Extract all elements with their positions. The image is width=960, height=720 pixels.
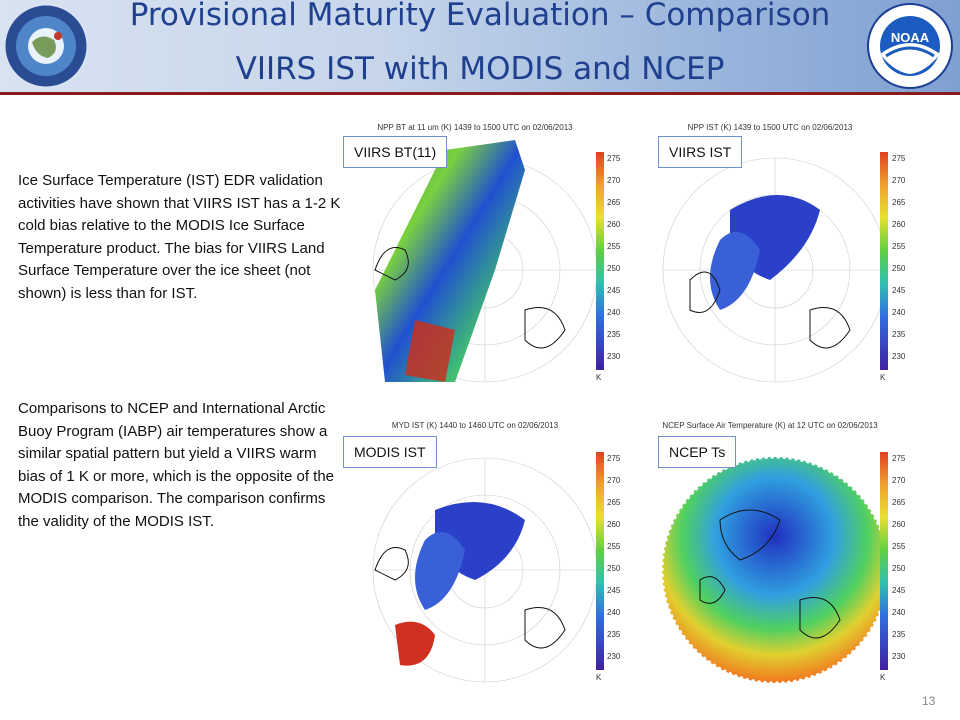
colorbar [880, 152, 888, 370]
svg-text:250: 250 [607, 564, 621, 573]
svg-text:265: 265 [607, 198, 621, 207]
svg-text:230: 230 [607, 652, 621, 661]
svg-text:270: 270 [892, 476, 906, 485]
svg-text:K: K [880, 373, 886, 382]
panel-label-ncep-ts: NCEP Ts [658, 436, 737, 468]
svg-text:275: 275 [892, 154, 906, 163]
svg-text:K: K [880, 673, 886, 682]
slide-header: Provisional Maturity Evaluation – Compar… [0, 0, 960, 92]
panel-caption: MYD IST (K) 1440 to 1460 UTC on 02/06/20… [392, 421, 559, 430]
svg-text:255: 255 [607, 542, 621, 551]
svg-text:260: 260 [892, 520, 906, 529]
colorbar-ticks: 275 270 265 260 255 250 245 240 235 230 … [596, 154, 621, 382]
colorbar [880, 452, 888, 670]
svg-text:NOAA: NOAA [891, 30, 930, 45]
svg-text:245: 245 [892, 586, 906, 595]
star-center-logo-icon [2, 2, 90, 90]
colorbar-ticks: 275 270 265 260 255 250 245 240 235 230 … [880, 454, 906, 682]
noaa-logo-icon: NOAA [867, 3, 953, 89]
svg-text:265: 265 [607, 498, 621, 507]
map-panel-modis-ist: MYD IST (K) 1440 to 1460 UTC on 02/06/20… [343, 420, 623, 686]
svg-text:270: 270 [892, 176, 906, 185]
svg-text:250: 250 [892, 264, 906, 273]
panel-label-viirs-ist: VIIRS IST [658, 136, 743, 168]
svg-text:235: 235 [892, 630, 906, 639]
colorbar-ticks: 275 270 265 260 255 250 245 240 235 230 … [596, 454, 621, 682]
svg-text:245: 245 [607, 286, 621, 295]
slide-title-line-1: Provisional Maturity Evaluation – Compar… [129, 0, 831, 33]
body-paragraph-2: Comparisons to NCEP and International Ar… [18, 400, 335, 530]
svg-text:255: 255 [892, 542, 906, 551]
colorbar [596, 152, 604, 370]
svg-text:K: K [596, 373, 602, 382]
svg-text:245: 245 [607, 586, 621, 595]
star-center-logo [2, 2, 90, 90]
header-divider [0, 92, 960, 95]
svg-text:K: K [596, 673, 602, 682]
svg-text:240: 240 [892, 608, 906, 617]
svg-text:275: 275 [892, 454, 906, 463]
svg-text:230: 230 [892, 652, 906, 661]
svg-text:230: 230 [892, 352, 906, 361]
svg-text:240: 240 [607, 308, 621, 317]
panel-caption: NPP IST (K) 1439 to 1500 UTC on 02/06/20… [688, 123, 853, 132]
svg-text:230: 230 [607, 352, 621, 361]
svg-text:260: 260 [607, 520, 621, 529]
ncep-field [662, 457, 888, 683]
map-panel-viirs-ist: NPP IST (K) 1439 to 1500 UTC on 02/06/20… [658, 120, 938, 386]
map-panel-viirs-bt: NPP BT at 11 um (K) 1439 to 1500 UTC on … [343, 120, 623, 386]
svg-text:240: 240 [892, 308, 906, 317]
colorbar [596, 452, 604, 670]
colorbar-ticks: 275 270 265 260 255 250 245 240 235 230 … [880, 154, 906, 382]
svg-text:255: 255 [607, 242, 621, 251]
body-paragraph-1: Ice Surface Temperature (IST) EDR valida… [18, 172, 341, 302]
page-number: 13 [922, 694, 936, 708]
viirs-swath [375, 140, 525, 382]
svg-text:235: 235 [607, 330, 621, 339]
svg-text:245: 245 [892, 286, 906, 295]
slide-title-line-2: VIIRS IST with MODIS and NCEP [235, 51, 725, 87]
svg-text:235: 235 [892, 330, 906, 339]
svg-text:265: 265 [892, 198, 906, 207]
svg-text:255: 255 [892, 242, 906, 251]
svg-text:270: 270 [607, 176, 621, 185]
svg-text:260: 260 [892, 220, 906, 229]
panel-label-modis-ist: MODIS IST [343, 436, 437, 468]
svg-text:265: 265 [892, 498, 906, 507]
svg-text:270: 270 [607, 476, 621, 485]
svg-text:250: 250 [892, 564, 906, 573]
svg-text:250: 250 [607, 264, 621, 273]
noaa-logo: NOAA [866, 2, 954, 90]
map-panel-ncep-ts: NCEP Surface Air Temperature (K) at 12 U… [658, 420, 938, 686]
svg-text:240: 240 [607, 608, 621, 617]
svg-text:275: 275 [607, 154, 621, 163]
panel-caption: NPP BT at 11 um (K) 1439 to 1500 UTC on … [377, 123, 573, 132]
panel-label-viirs-bt: VIIRS BT(11) [343, 136, 448, 168]
svg-text:235: 235 [607, 630, 621, 639]
svg-text:260: 260 [607, 220, 621, 229]
panel-caption: NCEP Surface Air Temperature (K) at 12 U… [662, 421, 878, 430]
svg-text:275: 275 [607, 454, 621, 463]
